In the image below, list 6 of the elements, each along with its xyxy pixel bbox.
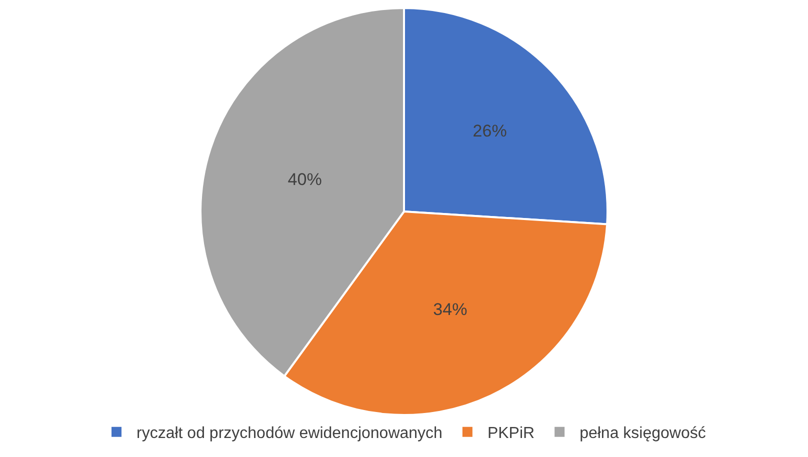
legend-label: PKPiR [487, 425, 535, 442]
data-label: 26% [472, 121, 507, 140]
data-label: 40% [288, 170, 322, 189]
data-label: 34% [433, 300, 468, 320]
legend-label: pełna księgowość [580, 425, 706, 442]
legend-label: ryczałt od przychodów ewidencjonowanych [136, 425, 442, 442]
